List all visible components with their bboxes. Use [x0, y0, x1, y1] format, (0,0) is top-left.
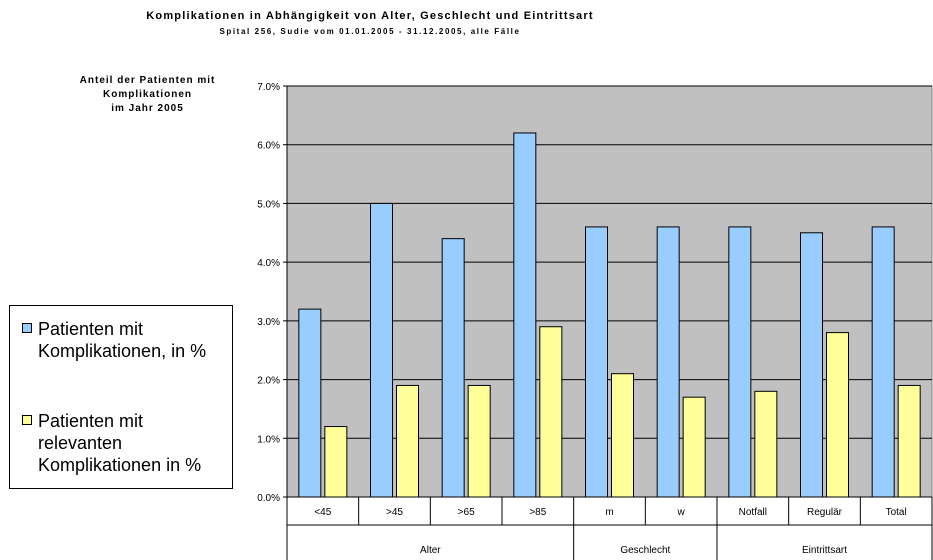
bar [656, 226, 680, 498]
y-tick-label: 0.0% [257, 493, 280, 504]
legend-label-line: Komplikationen in % [38, 455, 202, 475]
legend-label-line: Patienten mit [38, 411, 144, 431]
group-label: Alter [420, 545, 441, 556]
x-tick-label: w [677, 507, 686, 518]
y-tick-label: 1.0% [257, 434, 280, 445]
y-tick-label: 6.0% [257, 141, 280, 152]
bar [539, 326, 563, 498]
x-tick-label: Notfall [739, 507, 767, 518]
bar [611, 373, 634, 498]
bar [467, 384, 491, 498]
y-axis-label-line: Anteil der Patienten mit [79, 75, 216, 86]
bar [754, 390, 778, 498]
bar [800, 232, 823, 498]
x-tick-label: Regulär [807, 507, 843, 518]
chart-subtitle: Spital 256, Sudie vom 01.01.2005 - 31.12… [219, 27, 521, 36]
y-axis-label-line: Komplikationen [102, 89, 192, 100]
y-axis-label: Anteil der Patienten mit Komplikationen … [55, 74, 240, 116]
y-tick-label: 4.0% [257, 258, 280, 269]
x-tick-label: >65 [458, 507, 475, 518]
legend-label: Patienten mit relevanten Komplikationen … [38, 410, 238, 476]
legend-label: Patienten mit Komplikationen, in % [38, 318, 238, 362]
legend-label-line: relevanten [38, 433, 123, 453]
y-tick-label: 7.0% [257, 82, 280, 93]
group-label: Eintrittsart [802, 545, 847, 556]
group-label: Geschlecht [620, 545, 670, 556]
legend-swatch-yellow [22, 415, 32, 425]
chart-legend: Patienten mit Komplikationen, in % Patie… [9, 305, 233, 489]
legend-swatch-blue [22, 323, 32, 333]
x-tick-label: >45 [386, 507, 403, 518]
x-tick-label: Total [886, 507, 907, 518]
bar [396, 384, 419, 498]
bar [826, 332, 849, 498]
bar [298, 308, 322, 498]
legend-label-line: Patienten mit [38, 319, 144, 339]
y-tick-label: 2.0% [257, 376, 280, 387]
y-tick-label: 5.0% [257, 199, 280, 210]
bar [871, 226, 895, 498]
y-axis-label-line: im Jahr 2005 [111, 103, 184, 114]
bar [728, 226, 752, 498]
x-tick-label: <45 [314, 507, 331, 518]
x-tick-label: >85 [529, 507, 546, 518]
bar [682, 396, 706, 498]
legend-label-line: Komplikationen, in % [38, 341, 207, 361]
bar [441, 238, 465, 498]
bar [324, 426, 348, 498]
bar [370, 202, 393, 498]
bar [513, 132, 537, 498]
chart-title: Komplikationen in Abhängigkeit von Alter… [146, 10, 594, 22]
bar [897, 384, 921, 498]
y-tick-label: 3.0% [257, 317, 280, 328]
bar [585, 226, 608, 498]
x-tick-label: m [605, 507, 613, 518]
